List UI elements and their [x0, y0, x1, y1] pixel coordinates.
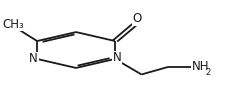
Text: NH: NH [192, 60, 210, 74]
Text: 2: 2 [205, 68, 211, 77]
Text: N: N [113, 52, 121, 64]
Text: N: N [29, 52, 38, 66]
Text: CH₃: CH₃ [2, 18, 24, 30]
Text: O: O [132, 12, 142, 25]
